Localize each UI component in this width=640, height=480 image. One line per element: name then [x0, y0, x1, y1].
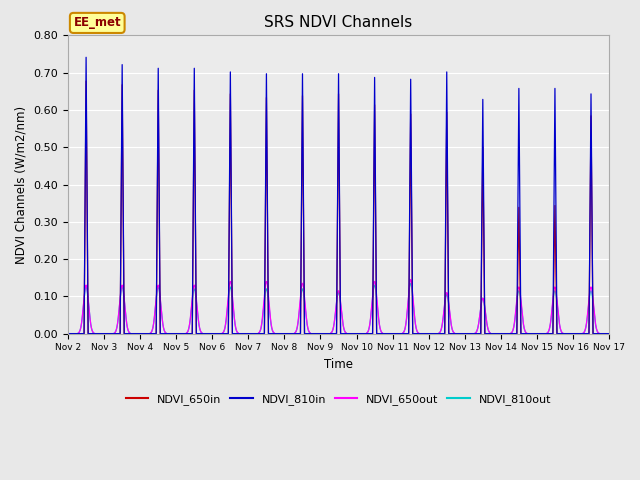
- NDVI_810out: [267, 318, 275, 324]
- NDVI_650out: [180, 331, 188, 336]
- NDVI_650in: [413, 331, 421, 336]
- NDVI_810out: [180, 331, 188, 336]
- NDVI_810out: [64, 331, 72, 336]
- NDVI_650in: [604, 331, 611, 336]
- NDVI_650out: [490, 331, 498, 336]
- Line: NDVI_650in: NDVI_650in: [68, 81, 609, 334]
- Line: NDVI_650out: NDVI_650out: [68, 279, 609, 334]
- NDVI_650in: [267, 331, 275, 336]
- NDVI_650out: [605, 331, 613, 336]
- Title: SRS NDVI Channels: SRS NDVI Channels: [264, 15, 413, 30]
- NDVI_810out: [490, 331, 498, 336]
- NDVI_810out: [604, 331, 611, 336]
- NDVI_650out: [267, 316, 275, 322]
- Legend: NDVI_650in, NDVI_810in, NDVI_650out, NDVI_810out: NDVI_650in, NDVI_810in, NDVI_650out, NDV…: [122, 390, 556, 409]
- NDVI_810in: [174, 331, 182, 336]
- NDVI_810in: [490, 331, 498, 336]
- NDVI_650out: [413, 328, 421, 334]
- NDVI_650in: [180, 331, 188, 336]
- NDVI_650out: [407, 276, 415, 282]
- NDVI_650in: [83, 78, 90, 84]
- NDVI_810in: [604, 331, 611, 336]
- NDVI_810in: [267, 331, 275, 336]
- NDVI_810in: [605, 331, 613, 336]
- NDVI_810out: [413, 328, 421, 334]
- NDVI_650out: [174, 331, 182, 336]
- Line: NDVI_810in: NDVI_810in: [68, 57, 609, 334]
- NDVI_810out: [605, 331, 613, 336]
- NDVI_810in: [64, 331, 72, 336]
- X-axis label: Time: Time: [324, 358, 353, 371]
- NDVI_650in: [174, 331, 182, 336]
- NDVI_650in: [605, 331, 613, 336]
- NDVI_810out: [174, 331, 182, 336]
- NDVI_810out: [407, 280, 415, 286]
- NDVI_650in: [490, 331, 498, 336]
- NDVI_810in: [83, 54, 90, 60]
- Text: EE_met: EE_met: [74, 16, 121, 29]
- Line: NDVI_810out: NDVI_810out: [68, 283, 609, 334]
- NDVI_810in: [413, 331, 421, 336]
- NDVI_650in: [64, 331, 72, 336]
- NDVI_650out: [604, 331, 611, 336]
- NDVI_650out: [64, 331, 72, 336]
- Y-axis label: NDVI Channels (W/m2/nm): NDVI Channels (W/m2/nm): [15, 106, 28, 264]
- NDVI_810in: [180, 331, 188, 336]
